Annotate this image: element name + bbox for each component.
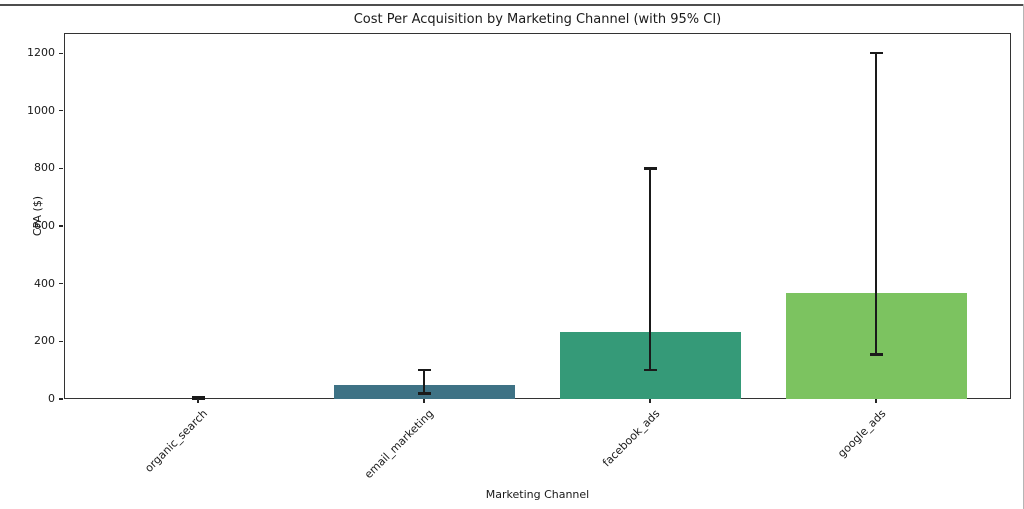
error-cap-upper-email_marketing bbox=[417, 368, 431, 372]
x-tick-mark bbox=[875, 399, 877, 403]
y-tick-mark bbox=[59, 340, 63, 342]
x-tick-mark bbox=[423, 399, 425, 403]
x-tick-mark bbox=[197, 399, 199, 403]
x-tick-label-email_marketing: email_marketing bbox=[362, 407, 437, 482]
x-tick-label-google_ads: google_ads bbox=[835, 407, 889, 461]
x-tick-mark bbox=[649, 399, 651, 403]
error-bar-google_ads bbox=[874, 53, 878, 355]
error-cap-lower-facebook_ads bbox=[643, 368, 657, 372]
x-axis-label: Marketing Channel bbox=[485, 488, 590, 501]
y-tick-label: 800 bbox=[34, 161, 55, 175]
y-tick-mark bbox=[59, 398, 63, 400]
screenshot-top-border bbox=[0, 4, 1024, 6]
y-tick-mark bbox=[59, 225, 63, 227]
y-tick-label: 0 bbox=[48, 392, 55, 405]
error-bar-email_marketing bbox=[422, 370, 426, 394]
y-tick-mark bbox=[59, 52, 63, 54]
y-tick-mark bbox=[59, 110, 63, 112]
x-tick-label-organic_search: organic_search bbox=[142, 407, 211, 475]
y-tick-label: 400 bbox=[34, 276, 55, 290]
error-cap-upper-organic_search bbox=[191, 395, 205, 399]
error-cap-lower-organic_search bbox=[191, 397, 205, 401]
error-bar-facebook_ads bbox=[648, 168, 652, 371]
y-tick-label: 1200 bbox=[27, 46, 55, 60]
y-tick-label: 1000 bbox=[27, 103, 55, 117]
error-cap-lower-google_ads bbox=[869, 353, 883, 356]
x-tick-label-facebook_ads: facebook_ads bbox=[599, 407, 663, 470]
chart-title: Cost Per Acquisition by Marketing Channe… bbox=[353, 12, 722, 27]
error-cap-upper-facebook_ads bbox=[643, 167, 657, 170]
y-axis-label: CPA ($) bbox=[31, 195, 44, 237]
y-tick-mark bbox=[59, 283, 63, 285]
y-tick-label: 600 bbox=[34, 219, 55, 233]
y-tick-label: 200 bbox=[34, 334, 55, 348]
error-cap-lower-email_marketing bbox=[417, 391, 431, 395]
error-cap-upper-google_ads bbox=[869, 51, 883, 55]
y-tick-mark bbox=[59, 167, 63, 170]
